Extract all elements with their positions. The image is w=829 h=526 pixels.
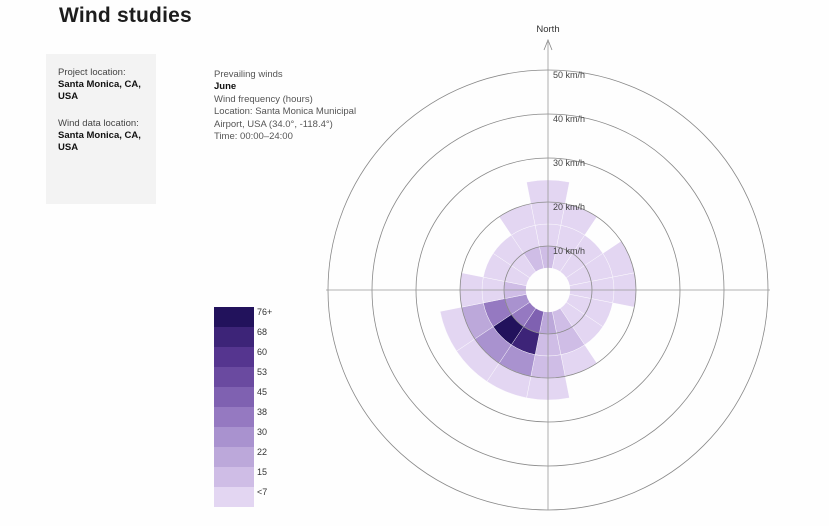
legend-label: <7	[257, 487, 268, 497]
legend-swatch	[214, 367, 254, 387]
legend-swatch	[214, 407, 254, 427]
info-line-time: Time: 00:00–24:00	[214, 131, 293, 143]
north-arrow-icon	[543, 38, 553, 51]
wind-data-location-value: Santa Monica, CA, USA	[58, 130, 141, 153]
ring-label: 30 km/h	[553, 158, 585, 168]
legend-swatch	[214, 467, 254, 487]
legend-swatch	[214, 347, 254, 367]
info-line-location: Location: Santa Monica Municipal	[214, 106, 357, 118]
legend-swatch	[214, 307, 254, 327]
location-panel	[46, 54, 156, 204]
legend-label: 15	[257, 467, 268, 477]
ring-label: 40 km/h	[553, 114, 585, 124]
legend-swatch	[214, 427, 254, 447]
legend-swatch	[214, 327, 254, 347]
legend-color-bar	[214, 307, 254, 507]
legend-swatch	[214, 487, 254, 507]
info-line-metric: Wind frequency (hours)	[214, 93, 313, 105]
legend-labels: 76+ 68 60 53 45 38 30 22 15 <7	[257, 307, 272, 507]
ring-label: 50 km/h	[553, 70, 585, 80]
page-title: Wind studies	[59, 4, 192, 27]
chart-info: Prevailing winds June Wind frequency (ho…	[214, 69, 356, 143]
ring-label: 10 km/h	[553, 246, 585, 256]
info-line-coordinates: Airport, USA (34.0°, -118.4°)	[214, 118, 333, 130]
legend-label: 45	[257, 387, 268, 397]
wind-data-location-label: Wind data location:	[58, 118, 139, 129]
legend-label: 60	[257, 347, 268, 357]
legend-label: 22	[257, 447, 268, 457]
legend-label: 76+	[257, 307, 273, 317]
info-line-month: June	[214, 81, 237, 93]
legend-label: 38	[257, 407, 268, 417]
north-label: North	[536, 24, 559, 35]
legend-swatch	[214, 447, 254, 467]
project-location-label: Project location:	[58, 67, 126, 78]
legend-label: 53	[257, 367, 268, 377]
legend-label: 30	[257, 427, 268, 437]
ring-label: 20 km/h	[553, 202, 585, 212]
legend-swatch	[214, 387, 254, 407]
legend-label: 68	[257, 327, 268, 337]
info-line-prevailing: Prevailing winds	[214, 69, 283, 80]
project-location-value: Santa Monica, CA, USA	[58, 79, 141, 102]
